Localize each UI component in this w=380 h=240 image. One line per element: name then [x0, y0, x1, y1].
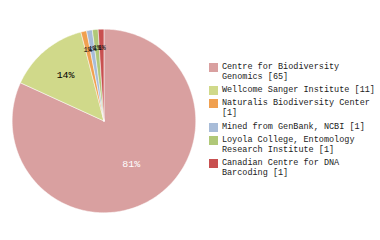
html-text:Canadian Centre for DNA Barcod: Canadian Centre for DNA Barcoding [1] [221, 158, 340, 179]
html-text:Centre for Biodiversity Genomi: Centre for Biodiversity Genomics [65] [221, 61, 340, 82]
html-text:Naturalis Biodiversity Center: Naturalis Biodiversity Center [1] [221, 98, 370, 119]
svg-text:1%: 1% [97, 43, 106, 51]
html-text:Wellcome Sanger Institute [11]: Wellcome Sanger Institute [11] [221, 84, 375, 95]
svg-text:14%: 14% [57, 70, 75, 81]
html-text:Mined from GenBank, NCBI [1]: Mined from GenBank, NCBI [1] [221, 121, 365, 132]
html-text:Loyola College, Entomology Res: Loyola College, Entomology Research Inst… [221, 134, 355, 155]
svg-text:81%: 81% [122, 158, 140, 169]
